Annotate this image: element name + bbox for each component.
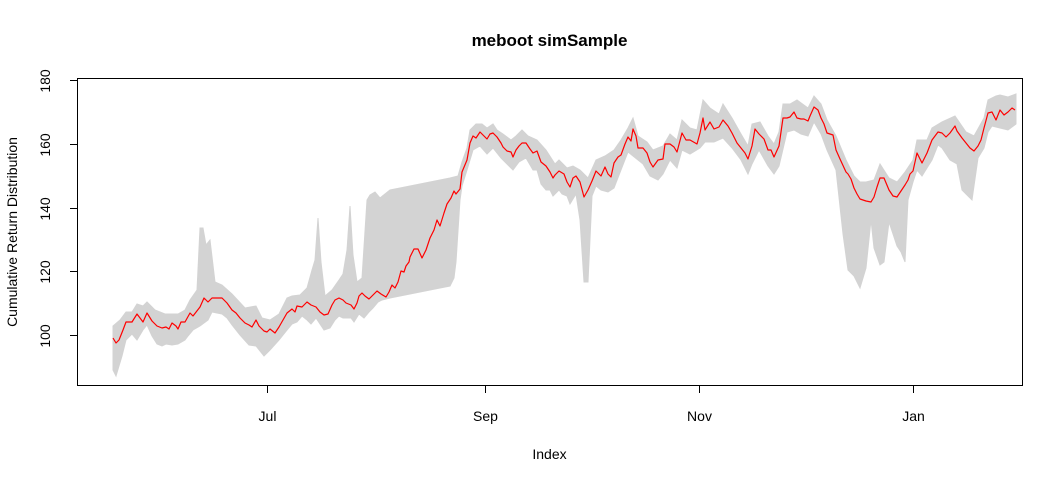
chart-title: meboot simSample: [471, 31, 628, 50]
y-tick-label: 120: [37, 259, 53, 284]
original-line-path: [112, 106, 1016, 344]
x-tick-label: Jul: [258, 408, 277, 424]
plot-frame: [77, 78, 1023, 386]
y-tick-label: 140: [37, 196, 53, 221]
y-tick-label: 100: [37, 323, 53, 348]
x-tick-label: Nov: [687, 408, 712, 424]
y-tick-label: 180: [37, 68, 53, 93]
x-tick-label: Jan: [902, 408, 925, 424]
bootstrap-replicates-band: [112, 93, 1017, 378]
y-tick-label: 160: [37, 132, 53, 157]
y-axis-label: Cumulative Return Distribution: [4, 137, 20, 327]
axes: [70, 78, 1023, 393]
x-axis-label: Index: [532, 446, 567, 462]
band-area: [112, 93, 1017, 378]
x-tick-label: Sep: [473, 408, 498, 424]
original-series-line: [112, 106, 1016, 344]
